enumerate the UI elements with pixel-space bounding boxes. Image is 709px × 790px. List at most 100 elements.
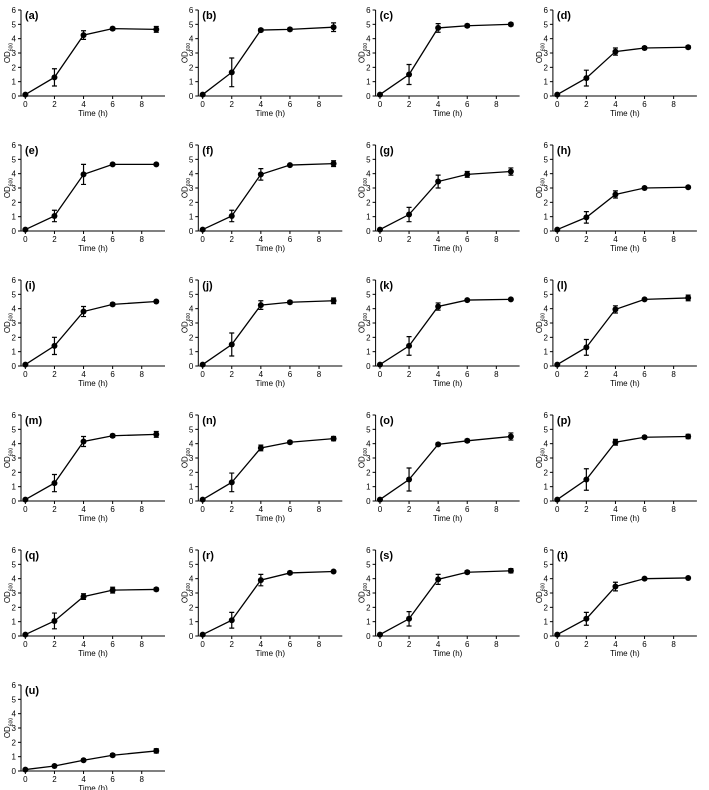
x-tick-label: 8 xyxy=(494,235,499,244)
x-tick-label: 2 xyxy=(407,505,412,514)
x-axis-label: Time (h) xyxy=(433,649,463,658)
x-tick-label: 8 xyxy=(494,370,499,379)
y-tick-label: 0 xyxy=(12,767,17,776)
y-tick-label: 3 xyxy=(189,454,194,463)
x-axis-label: Time (h) xyxy=(433,379,463,388)
y-tick-label: 3 xyxy=(189,319,194,328)
x-tick-label: 0 xyxy=(378,505,383,514)
x-tick-label: 2 xyxy=(230,235,235,244)
y-tick-label: 6 xyxy=(12,546,17,555)
y-tick-label: 6 xyxy=(12,6,17,15)
x-tick-label: 2 xyxy=(52,370,57,379)
x-axis-label: Time (h) xyxy=(256,109,286,118)
x-tick-label: 8 xyxy=(317,505,322,514)
data-point xyxy=(612,583,619,590)
data-line xyxy=(556,435,689,501)
y-tick-label: 6 xyxy=(12,141,17,150)
x-tick-label: 0 xyxy=(200,640,205,649)
data-line xyxy=(25,433,157,501)
x-tick-label: 2 xyxy=(407,640,412,649)
y-tick-label: 0 xyxy=(543,227,548,236)
x-tick-label: 2 xyxy=(230,505,235,514)
y-tick-label: 0 xyxy=(12,497,17,506)
y-axis-label-subscript: 600 xyxy=(9,448,15,457)
data-point xyxy=(376,226,383,233)
y-tick-label: 1 xyxy=(366,348,371,357)
data-point xyxy=(376,496,383,503)
y-axis-label: OD600 xyxy=(535,583,547,604)
data-point xyxy=(228,69,235,76)
y-axis-label-main: OD xyxy=(535,186,544,198)
y-tick-label: 4 xyxy=(543,575,548,584)
y-tick-label: 4 xyxy=(12,35,17,44)
y-tick-label: 1 xyxy=(189,348,194,357)
x-tick-label: 6 xyxy=(465,100,470,109)
x-tick-label: 4 xyxy=(259,100,264,109)
x-tick-label: 2 xyxy=(584,640,589,649)
y-tick-label: 1 xyxy=(12,618,17,627)
data-point xyxy=(376,361,383,368)
data-line xyxy=(379,298,511,366)
data-point xyxy=(51,74,58,81)
x-tick-label: 8 xyxy=(671,505,676,514)
data-point xyxy=(612,48,619,55)
data-point xyxy=(406,71,413,78)
data-point xyxy=(554,496,561,503)
data-point xyxy=(109,752,116,759)
panel: 0 1 2 3 4 5 6 0 2 4 6 8 Time (h) OD600 (d) xyxy=(535,6,697,118)
x-tick-label: 0 xyxy=(378,640,383,649)
y-axis-label-main: OD xyxy=(535,456,544,468)
y-tick-label: 3 xyxy=(12,454,17,463)
data-point xyxy=(330,160,337,167)
y-tick-label: 2 xyxy=(12,468,17,477)
y-axis-label-subscript: 600 xyxy=(186,43,192,52)
x-tick-label: 4 xyxy=(81,775,86,784)
data-point xyxy=(80,171,87,178)
x-tick-label: 6 xyxy=(288,100,293,109)
x-tick-label: 0 xyxy=(555,370,560,379)
y-tick-label: 5 xyxy=(189,560,194,569)
y-tick-label: 0 xyxy=(12,92,17,101)
y-tick-label: 0 xyxy=(189,92,194,101)
x-tick-label: 6 xyxy=(288,640,293,649)
x-tick-label: 0 xyxy=(200,235,205,244)
y-axis-label-subscript: 600 xyxy=(363,583,369,592)
data-point xyxy=(80,308,87,315)
y-axis-label-main: OD xyxy=(358,456,367,468)
y-axis-label-subscript: 600 xyxy=(363,43,369,52)
y-tick-label: 6 xyxy=(366,276,371,285)
x-tick-label: 0 xyxy=(555,235,560,244)
y-tick-label: 3 xyxy=(366,184,371,193)
data-point xyxy=(507,21,514,28)
y-tick-label: 4 xyxy=(12,440,17,449)
x-tick-label: 8 xyxy=(140,640,145,649)
y-tick-label: 0 xyxy=(543,632,548,641)
x-tick-label: 8 xyxy=(317,235,322,244)
panel-title: (n) xyxy=(202,415,216,427)
panel-title: (d) xyxy=(557,10,571,22)
y-axis-label-subscript: 600 xyxy=(9,313,15,322)
data-point xyxy=(464,437,471,444)
data-point xyxy=(109,301,116,308)
data-line xyxy=(25,588,157,636)
y-tick-label: 4 xyxy=(543,305,548,314)
y-tick-label: 3 xyxy=(12,49,17,58)
y-axis-label-subscript: 600 xyxy=(363,313,369,322)
data-point xyxy=(22,91,29,98)
y-tick-label: 2 xyxy=(189,603,194,612)
x-tick-label: 6 xyxy=(288,235,293,244)
data-line xyxy=(202,300,334,366)
y-tick-label: 5 xyxy=(189,155,194,164)
data-point xyxy=(51,480,58,487)
x-tick-label: 0 xyxy=(555,505,560,514)
y-axis-label-main: OD xyxy=(180,51,189,63)
data-point xyxy=(51,342,58,349)
data-point xyxy=(435,24,442,31)
x-tick-label: 6 xyxy=(465,505,470,514)
y-axis-label-main: OD xyxy=(180,591,189,603)
y-axis-label-main: OD xyxy=(3,51,12,63)
data-line xyxy=(557,186,689,231)
panel-title: (h) xyxy=(557,145,571,157)
x-tick-label: 6 xyxy=(110,775,115,784)
y-tick-label: 5 xyxy=(543,425,548,434)
